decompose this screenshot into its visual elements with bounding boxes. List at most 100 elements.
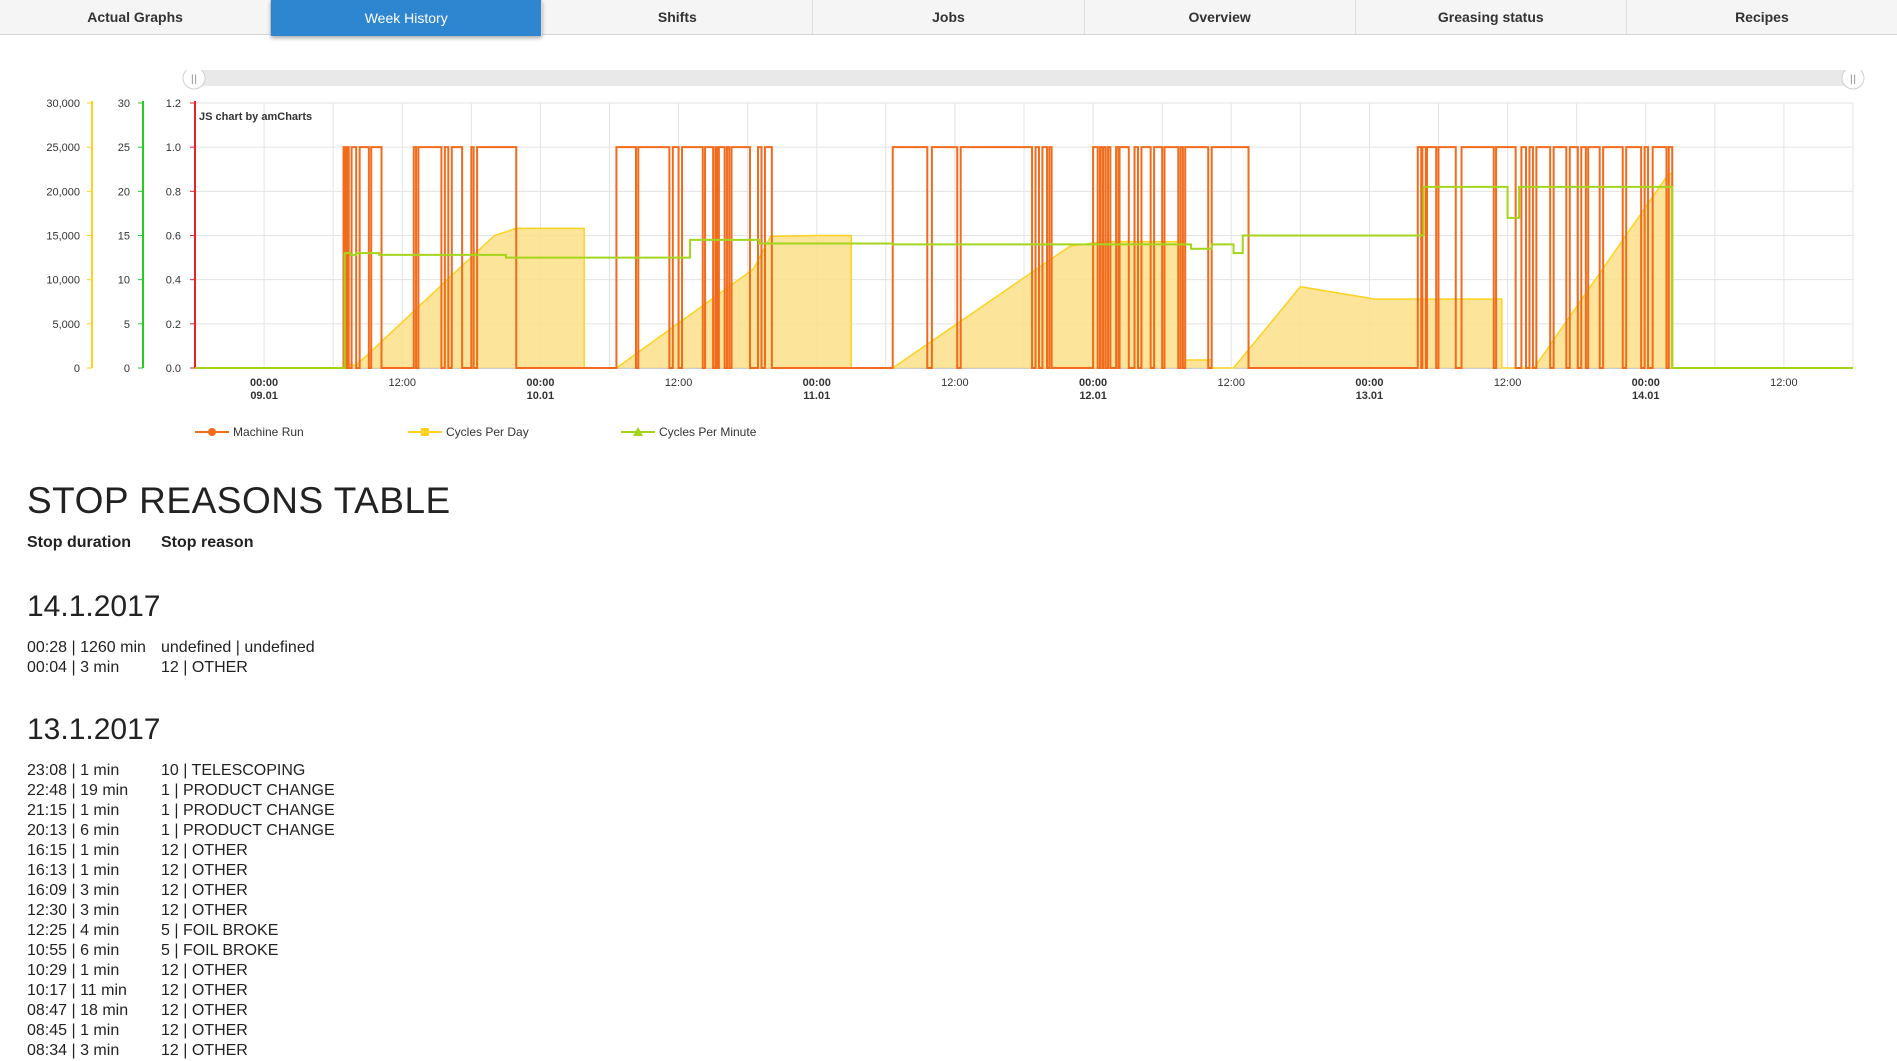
stop-reason: 1 | PRODUCT CHANGE (161, 802, 335, 819)
stop-reason: 12 | OTHER (161, 982, 248, 999)
table-row: 10:17 | 11 min 12 | OTHER (27, 981, 335, 1001)
day-title: 13.1.2017 (27, 713, 161, 746)
tab-bar: Actual Graphs Week History Shifts Jobs O… (0, 0, 1897, 36)
stop-reason: 12 | OTHER (161, 1022, 248, 1039)
legend-item-cycles-per-day[interactable]: Cycles Per Day (408, 425, 621, 439)
stop-duration: 00:04 | 3 min (27, 659, 120, 676)
stop-reason: 12 | OTHER (161, 659, 248, 676)
stop-duration: 22:48 | 19 min (27, 782, 129, 799)
table-row: 21:15 | 1 min 1 | PRODUCT CHANGE (27, 801, 335, 821)
scrollbar-grip-icon: || (1850, 74, 1857, 85)
y-tick-label: 1.2 (166, 98, 181, 110)
y-tick-label: 1.0 (166, 142, 181, 154)
y-tick-label: 0 (124, 363, 130, 375)
stop-duration: 00:28 | 1260 min (27, 639, 146, 656)
table-row: 20:13 | 6 min 1 | PRODUCT CHANGE (27, 821, 335, 841)
table-row: 16:13 | 1 min 12 | OTHER (27, 861, 335, 881)
day-title: 14.1.2017 (27, 590, 161, 623)
scrollbar-right-grip[interactable] (1841, 70, 1865, 90)
stop-duration: 10:55 | 6 min (27, 942, 120, 959)
legend-label: Machine Run (233, 425, 304, 439)
table-row: 22:48 | 19 min 1 | PRODUCT CHANGE (27, 781, 335, 801)
header-stop-duration: Stop duration (27, 534, 131, 551)
y-tick-label: 25 (118, 142, 130, 154)
stop-duration: 21:15 | 1 min (27, 802, 120, 819)
stop-reasons-title: STOP REASONS TABLE (27, 480, 451, 521)
stop-duration: 12:25 | 4 min (27, 922, 120, 939)
square-marker-icon (408, 428, 442, 436)
stop-duration: 10:29 | 1 min (27, 962, 120, 979)
tab-actual-graphs[interactable]: Actual Graphs (0, 0, 272, 34)
stop-reason: 12 | OTHER (161, 1042, 248, 1059)
table-row: 16:09 | 3 min 12 | OTHER (27, 881, 335, 901)
stop-duration: 08:45 | 1 min (27, 1022, 120, 1039)
chart-scrollbar-track[interactable] (192, 70, 1853, 86)
stop-duration: 16:15 | 1 min (27, 842, 120, 859)
x-tick-label: 12:00 (1770, 377, 1798, 389)
y-tick-label: 10 (118, 275, 130, 287)
table-row: 12:30 | 3 min 12 | OTHER (27, 901, 335, 921)
legend-label: Cycles Per Day (446, 425, 529, 439)
stop-reason: 5 | FOIL BROKE (161, 922, 279, 939)
y-tick-label: 5,000 (52, 319, 80, 331)
y-tick-label: 20,000 (46, 186, 80, 198)
tab-week-history[interactable]: Week History (271, 0, 543, 36)
stop-reason: 1 | PRODUCT CHANGE (161, 822, 335, 839)
tab-jobs[interactable]: Jobs (813, 0, 1085, 34)
tab-shifts[interactable]: Shifts (542, 0, 814, 34)
stop-reason: 12 | OTHER (161, 902, 248, 919)
x-tick-label: 12:00 (1217, 377, 1245, 389)
y-tick-label: 0.0 (166, 363, 181, 375)
stop-reason: 12 | OTHER (161, 1002, 248, 1019)
amcharts-credit-link[interactable]: JS chart by amCharts (199, 111, 312, 123)
tab-overview[interactable]: Overview (1085, 0, 1356, 34)
cycles-per-minute-line (195, 185, 1853, 369)
y-tick-label: 10,000 (46, 275, 80, 287)
stop-reason: 12 | OTHER (161, 962, 248, 979)
circle-marker-icon (195, 428, 229, 436)
table-row: 10:29 | 1 min 12 | OTHER (27, 961, 335, 981)
stop-duration: 16:13 | 1 min (27, 862, 120, 879)
chart-svg: || || 30,000 25,000 20,000 15,000 10,000 5,000 0… (46, 70, 1865, 402)
x-tick-label: 00:00 (803, 377, 831, 389)
stop-reason: 12 | OTHER (161, 882, 248, 899)
stop-duration: 12:30 | 3 min (27, 902, 120, 919)
y-tick-label: 5 (124, 319, 130, 331)
stop-table-header: Stop duration Stop reason (27, 534, 253, 552)
table-row: 00:04 | 3 min 12 | OTHER (27, 658, 315, 678)
day-group-13-1-2017: 13.1.2017 23:08 | 1 min 10 | TELESCOPING … (27, 713, 335, 1061)
y-tick-label: 15 (118, 231, 130, 243)
x-tick-label: 00:00 (1355, 377, 1383, 389)
stop-reason: 12 | OTHER (161, 862, 248, 879)
tab-greasing-status[interactable]: Greasing status (1356, 0, 1627, 34)
x-tick-label: 00:00 (526, 377, 554, 389)
x-tick-date-label: 12.01 (1079, 390, 1107, 402)
x-tick-label: 12:00 (941, 377, 969, 389)
day-group-14-1-2017: 14.1.2017 00:28 | 1260 min undefined | un… (27, 590, 315, 678)
stop-duration: 10:17 | 11 min (27, 982, 127, 999)
y-tick-label: 0.2 (166, 319, 181, 331)
tab-recipes[interactable]: Recipes (1735, 9, 1789, 25)
scrollbar-left-grip[interactable] (182, 70, 206, 90)
stop-duration: 08:34 | 3 min (27, 1042, 120, 1059)
stop-reason: 1 | PRODUCT CHANGE (161, 782, 335, 799)
stop-reason: 10 | TELESCOPING (161, 762, 306, 779)
table-row: 08:47 | 18 min 12 | OTHER (27, 1001, 335, 1021)
chart-legend: Machine Run Cycles Per Day Cycles Per Mi… (195, 425, 834, 439)
legend-item-cycles-per-minute[interactable]: Cycles Per Minute (621, 425, 834, 439)
header-stop-reason: Stop reason (161, 534, 254, 551)
y-tick-label: 15,000 (46, 231, 80, 243)
legend-label: Cycles Per Minute (659, 425, 757, 439)
y-tick-label: 25,000 (46, 142, 80, 154)
stop-duration: 20:13 | 6 min (27, 822, 120, 839)
stop-duration: 08:47 | 18 min (27, 1002, 129, 1019)
legend-item-machine-run[interactable]: Machine Run (195, 425, 408, 439)
table-row: 10:55 | 6 min 5 | FOIL BROKE (27, 941, 335, 961)
stop-duration: 23:08 | 1 min (27, 762, 120, 779)
machine-run-line (195, 146, 1853, 369)
week-history-chart: || || 30,000 25,000 20,000 15,000 10,000 5,000 0… (0, 70, 1897, 450)
x-tick-label: 12:00 (665, 377, 693, 389)
x-tick-label: 12:00 (388, 377, 416, 389)
x-tick-label: 00:00 (250, 377, 278, 389)
x-tick-label: 00:00 (1079, 377, 1107, 389)
